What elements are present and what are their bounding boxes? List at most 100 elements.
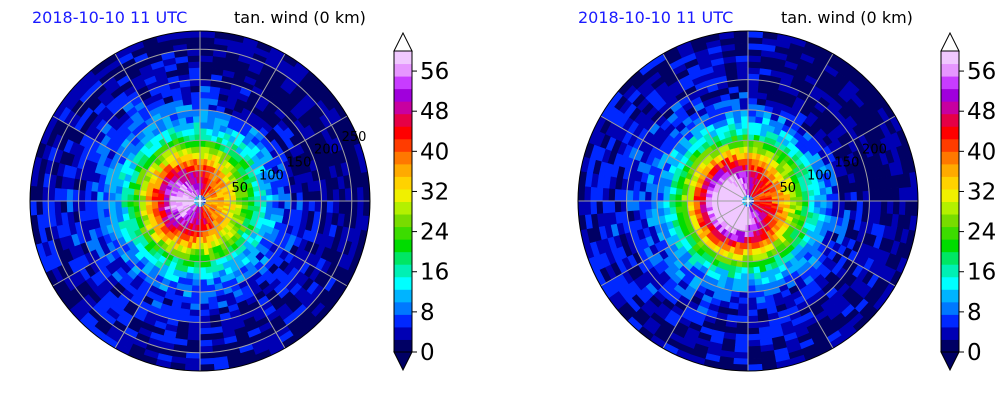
colorbar-segment [394,276,412,290]
field-cell [814,200,822,208]
field-cell [844,200,852,211]
field-cell [880,200,888,214]
field-cell [199,152,205,159]
field-cell [145,191,153,198]
field-cell [199,273,208,281]
field-cell [608,188,616,202]
field-cell [736,73,749,81]
field-cell [737,309,749,317]
field-cell [747,115,756,123]
field-cell [186,54,201,63]
field-cell [338,200,347,215]
field-cell [796,200,803,207]
field-cell [747,339,762,348]
field-cell [620,189,628,202]
field-cell [199,255,206,263]
field-cell [740,273,749,281]
field-cell [266,200,274,208]
wind-field [578,31,918,371]
colorbar-tick-label: 8 [967,300,982,326]
field-cell [832,192,840,202]
colorbar-segment [941,88,959,102]
field-cell [686,195,694,202]
field-cell [699,196,706,202]
field-cell [737,315,749,323]
field-cell [203,146,210,154]
field-cell [747,285,757,293]
field-cell [199,48,214,57]
field-cell [693,191,701,198]
field-cell [338,187,347,202]
field-cell [601,187,610,202]
field-cell [614,200,622,213]
field-cell [638,200,646,211]
field-cell [254,200,262,207]
field-cell [739,285,749,293]
field-cell [90,200,98,211]
field-cell [132,194,140,202]
field-cell [60,188,68,202]
field-cell [747,121,756,129]
field-cell [199,297,210,305]
colorbar-segment [941,176,959,190]
colorbar-tick-label: 56 [420,59,449,85]
colorbar-segment [394,239,412,253]
colorbar-tick-label: 40 [967,139,996,165]
field-cell [910,185,918,202]
field-cell [47,200,56,215]
field-cell [189,309,201,317]
field-cell [188,67,201,75]
field-cell [614,189,622,202]
field-cell [189,85,201,93]
field-cell [674,200,682,208]
field-cell [188,73,201,81]
field-cell [190,303,201,311]
field-cell [747,79,759,87]
field-cell [66,200,74,213]
field-cell [199,291,209,299]
field-cell [344,200,353,215]
field-cell [674,194,682,202]
field-cell [199,303,210,311]
field-cell [747,303,758,311]
field-cell [284,200,292,210]
field-cell [102,192,110,202]
field-cell [199,357,215,366]
colorbar-segment [394,314,412,328]
azimuth-spoke [114,53,201,202]
field-cell [78,200,86,212]
field-cell [296,191,304,202]
field-cell [790,200,797,206]
field-cell [108,192,116,202]
field-cell [656,192,664,202]
field-cell [595,187,604,202]
field-cell [290,200,298,210]
field-cell [578,185,586,202]
field-cell [862,200,870,212]
field-cell [898,200,907,216]
colorbar-tick-label: 16 [420,260,449,286]
field-cell [199,85,211,93]
field-cell [733,36,749,45]
field-cell [302,191,310,202]
field-cell [190,91,201,99]
field-cell [199,36,215,45]
field-cell [850,191,858,202]
field-cell [904,186,913,202]
field-cell [741,267,749,275]
colorbar-segment [941,51,959,65]
field-cell [199,321,212,329]
field-cell [644,200,652,211]
field-cell [199,133,207,141]
field-cell [886,187,895,202]
field-cell [747,67,760,75]
field-cell [734,54,749,63]
field-cell [675,187,683,196]
field-cell [686,200,694,207]
field-cell [898,186,907,202]
field-cell [320,200,328,213]
field-cell [60,200,68,214]
field-cell [362,185,370,202]
field-cell [638,191,646,202]
colorbar-tick-label: 48 [967,99,996,125]
